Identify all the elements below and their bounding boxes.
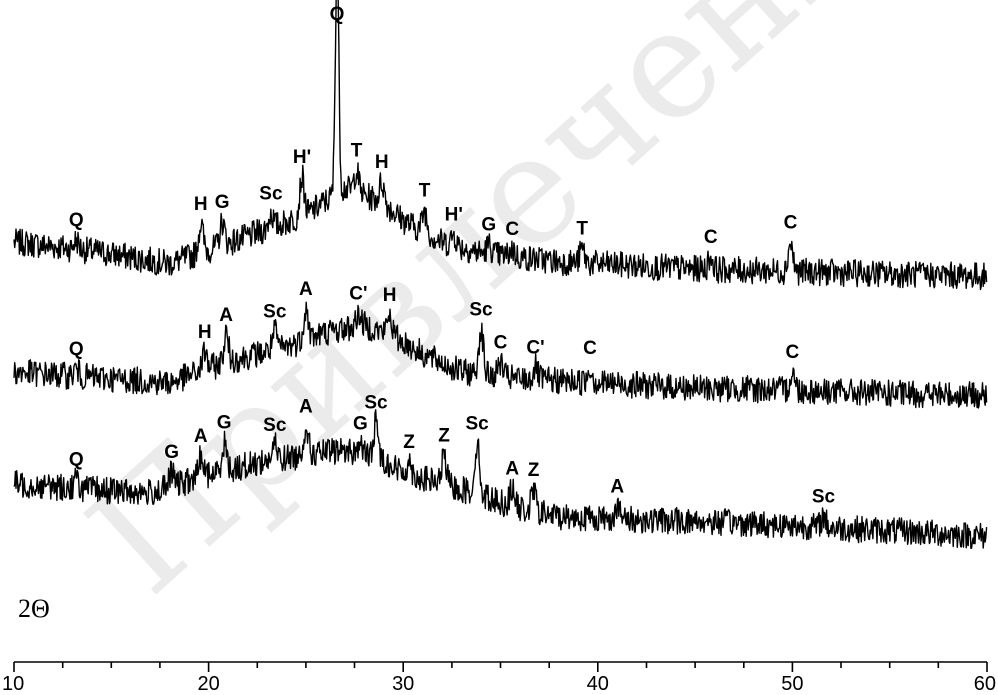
x-axis-title: 2Θ xyxy=(18,594,50,623)
peak-label-3-2: G xyxy=(164,442,179,463)
peak-label-3-6: A xyxy=(299,396,313,417)
peak-label-2-9: C xyxy=(494,332,508,353)
peak-label-3-14: A xyxy=(610,477,624,498)
peak-label-3-13: Z xyxy=(528,460,540,481)
peak-label-2-7: H xyxy=(383,285,397,306)
peak-label-3-11: Sc xyxy=(465,413,489,434)
peak-label-1-3: G xyxy=(215,192,230,213)
x-tick-label-40: 40 xyxy=(587,673,609,695)
peak-label-3-8: Sc xyxy=(364,392,388,413)
peak-label-2-8: Sc xyxy=(469,299,493,320)
x-tick-label-60: 60 xyxy=(974,673,996,695)
peak-label-2-10: C' xyxy=(526,337,544,358)
x-tick-label-10: 10 xyxy=(2,673,24,695)
peak-label-2-2: H xyxy=(198,322,212,343)
peak-label-1-8: H xyxy=(375,152,389,173)
peak-label-1-14: C xyxy=(704,227,718,248)
x-axis-ticks xyxy=(13,662,988,672)
peak-label-1-1: Q xyxy=(69,210,84,231)
peak-label-2-12: C xyxy=(786,342,800,363)
peak-label-3-15: Sc xyxy=(812,486,836,507)
peak-label-1-7: T xyxy=(351,141,363,162)
peak-label-3-1: Q xyxy=(69,449,84,470)
peak-label-3-12: A xyxy=(505,458,519,479)
x-tick-label-50: 50 xyxy=(781,673,803,695)
peak-label-2-3: A xyxy=(219,305,233,326)
peak-label-3-7: G xyxy=(353,413,368,434)
peak-label-1-10: H' xyxy=(445,204,463,225)
peak-label-1-2: H xyxy=(194,194,208,215)
peak-label-1-9: T xyxy=(419,181,431,202)
x-tick-label-30: 30 xyxy=(392,673,414,695)
peak-label-1-5: H' xyxy=(293,147,311,168)
peak-label-2-4: Sc xyxy=(263,302,287,323)
peak-label-2-1: Q xyxy=(69,339,84,360)
peak-label-3-5: Sc xyxy=(263,415,287,436)
peak-label-1-13: T xyxy=(576,219,588,240)
peak-label-3-4: G xyxy=(217,412,232,433)
x-tick-label-20: 20 xyxy=(197,673,219,695)
xrd-trace-3 xyxy=(13,409,988,550)
peak-label-3-3: A xyxy=(194,426,208,447)
peak-label-1-12: C xyxy=(505,219,519,240)
x-axis-tick-labels: 10 20 30 40 50 60 xyxy=(2,673,996,695)
peak-label-2-5: A xyxy=(299,279,313,300)
peak-label-1-11: G xyxy=(481,215,496,236)
peak-label-1-4: Sc xyxy=(259,184,283,205)
xrd-trace-2 xyxy=(13,301,988,409)
traces-group xyxy=(13,0,988,550)
peak-label-1-15: C xyxy=(784,213,798,234)
peak-label-2-11: C xyxy=(583,338,597,359)
peak-label-2-6: C' xyxy=(349,284,367,305)
peak-label-3-9: Z xyxy=(403,432,415,453)
peak-label-3-10: Z xyxy=(438,426,450,447)
xrd-trace-1 xyxy=(13,0,988,291)
peak-label-1-6: Q xyxy=(330,4,345,25)
